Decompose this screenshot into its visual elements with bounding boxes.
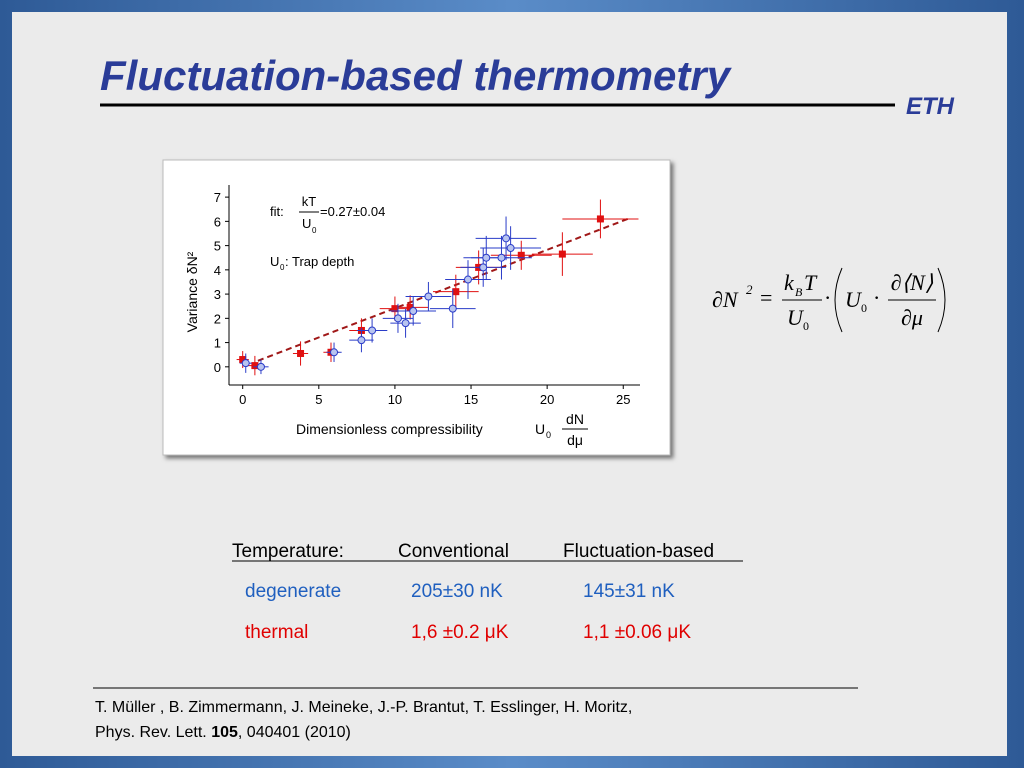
x-tick-label: 0 — [239, 392, 246, 407]
reference: Phys. Rev. Lett. 105, 040401 (2010) — [95, 724, 351, 741]
fit-denominator: U — [302, 216, 311, 231]
x-tick-label: 25 — [616, 392, 630, 407]
reference-rest: , 040401 (2010) — [238, 724, 351, 741]
eq-u: U — [787, 305, 805, 330]
data-point — [424, 292, 433, 301]
x-tick-label: 20 — [540, 392, 554, 407]
eq-den: ∂μ — [901, 305, 923, 330]
reference: T. Müller , B. Zimmermann, J. Meineke, J… — [95, 699, 632, 716]
data-point — [357, 336, 366, 345]
eq-k: k — [784, 270, 795, 295]
data-point — [401, 319, 410, 328]
eq-sub-b: B — [795, 285, 803, 299]
table-header: Temperature: — [232, 541, 344, 562]
eq-dot: · — [873, 285, 880, 310]
eq-sup: 2 — [746, 282, 753, 297]
data-point — [330, 348, 339, 357]
slide-title: Fluctuation-based thermometry — [100, 52, 733, 99]
y-axis-label: Variance δN² — [184, 251, 200, 332]
data-point — [517, 251, 525, 259]
table-cell: degenerate — [245, 581, 341, 602]
data-point — [596, 215, 604, 223]
data-point — [368, 326, 377, 335]
volume: 105 — [211, 724, 238, 741]
x-axis-symbol: U — [535, 421, 545, 437]
y-tick-label: 1 — [214, 336, 221, 351]
data-point — [482, 253, 491, 262]
table-cell: 205±30 nK — [411, 581, 503, 602]
fit-value: =0.27±0.04 — [320, 204, 385, 219]
x-tick-label: 5 — [315, 392, 322, 407]
data-point — [406, 303, 414, 311]
data-point — [239, 356, 247, 364]
eq-equals: = — [760, 285, 772, 310]
fit-line — [257, 216, 632, 362]
data-point — [502, 234, 511, 243]
data-point — [393, 314, 402, 323]
data-point — [251, 362, 259, 370]
table-cell: 145±31 nK — [583, 581, 675, 602]
data-point — [241, 359, 250, 368]
x-axis-label: Dimensionless compressibility — [296, 421, 483, 437]
journal: Phys. Rev. Lett. — [95, 724, 211, 741]
data-point — [463, 275, 472, 284]
y-tick-label: 3 — [214, 287, 221, 302]
trap-text: : Trap depth — [285, 254, 354, 269]
x-axis-symbol-sub: 0 — [546, 430, 551, 440]
table-cell: 1,6 ±0.2 μK — [411, 622, 509, 643]
data-point — [452, 288, 460, 296]
y-tick-label: 0 — [214, 360, 221, 375]
x-axis-numerator: dN — [566, 411, 584, 427]
table-header: Fluctuation-based — [563, 541, 714, 562]
data-point — [497, 253, 506, 262]
data-point — [448, 304, 457, 313]
data-point — [297, 349, 305, 357]
eq-dot: · — [824, 285, 831, 310]
y-tick-label: 5 — [214, 239, 221, 254]
table-header: Conventional — [398, 541, 509, 562]
eq-lhs: ∂N — [712, 287, 739, 312]
equation: ∂N 2 = k B T U 0 · U 0 · ∂⟨N⟩ ∂μ — [712, 267, 946, 333]
data-point — [558, 250, 566, 258]
x-axis-denominator: dμ — [567, 432, 583, 448]
table-cell: thermal — [245, 622, 308, 643]
fit-numerator: kT — [302, 194, 317, 209]
fit-label: fit: — [270, 204, 284, 219]
table-cell: 1,1 ±0.06 μK — [583, 622, 691, 643]
trap-symbol: U — [270, 254, 279, 269]
y-tick-label: 7 — [214, 190, 221, 205]
y-tick-label: 6 — [214, 214, 221, 229]
y-tick-label: 2 — [214, 311, 221, 326]
data-point — [479, 263, 488, 272]
data-point — [506, 244, 515, 253]
x-tick-label: 10 — [388, 392, 402, 407]
paren — [834, 267, 843, 333]
eq-t: T — [804, 270, 818, 295]
eq-u: U — [845, 287, 863, 312]
data-point — [409, 307, 418, 316]
plot: Variance δN² Dimensionless compressibili… — [184, 185, 640, 448]
eq-sub: 0 — [861, 301, 867, 315]
logo: ETH — [906, 93, 955, 120]
data-point — [256, 362, 265, 371]
fit-denominator-sub: 0 — [312, 226, 317, 235]
results-table: Temperature: Conventional Fluctuation-ba… — [232, 541, 743, 643]
paren — [937, 267, 946, 333]
y-tick-label: 4 — [214, 263, 221, 278]
eq-sub: 0 — [803, 319, 809, 333]
x-tick-label: 15 — [464, 392, 478, 407]
eq-num: ∂⟨N⟩ — [891, 270, 934, 295]
trap-sub: 0 — [280, 263, 285, 272]
data-point — [391, 305, 399, 313]
